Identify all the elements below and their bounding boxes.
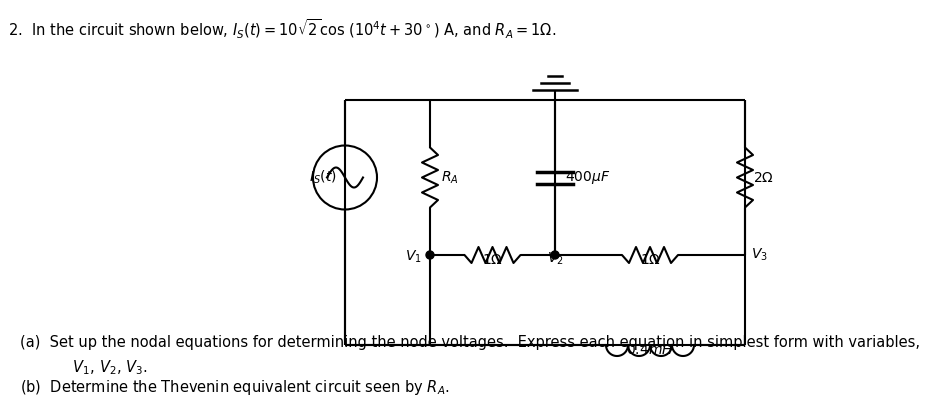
Text: $1\Omega$: $1\Omega$ [640,253,660,267]
Text: $V_1$: $V_1$ [405,249,422,265]
Text: $V_1$, $V_2$, $V_3$.: $V_1$, $V_2$, $V_3$. [45,358,148,377]
Text: $V_3$: $V_3$ [751,247,768,263]
Text: $I_S(t)$: $I_S(t)$ [309,169,337,186]
Circle shape [426,251,434,259]
Text: (b)  Determine the Thevenin equivalent circuit seen by $R_A$.: (b) Determine the Thevenin equivalent ci… [20,378,450,397]
Text: (a)  Set up the nodal equations for determining the node voltages.  Express each: (a) Set up the nodal equations for deter… [20,335,920,350]
Text: $2\Omega$: $2\Omega$ [753,171,774,184]
Text: $R_A$: $R_A$ [441,169,459,186]
Circle shape [551,251,559,259]
Text: $400\mu F$: $400\mu F$ [565,169,611,186]
Text: $0.4mH$: $0.4mH$ [626,343,674,357]
Text: 2.  In the circuit shown below, $I_S(t) = 10\sqrt{2}\cos\,(10^4t + 30^\circ)$ A,: 2. In the circuit shown below, $I_S(t) =… [8,18,556,41]
Text: $1\Omega$: $1\Omega$ [482,253,503,267]
Text: $V_2$: $V_2$ [547,251,564,267]
